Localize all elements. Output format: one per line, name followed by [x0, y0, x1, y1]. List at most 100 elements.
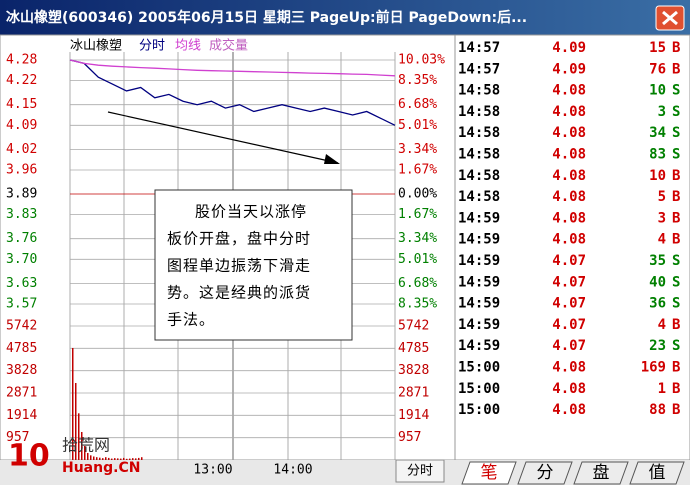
volume-bar — [99, 457, 101, 460]
volume-bar — [120, 458, 122, 460]
pct-label: 3.34% — [398, 142, 437, 157]
trade-volume: 169 — [641, 360, 666, 376]
tab[interactable] — [573, 461, 629, 485]
volume-tick-label-right: 3828 — [398, 363, 429, 378]
tab-label: 分 — [537, 463, 554, 483]
tab-label: 盘 — [593, 463, 610, 483]
y-tick-label: 3.89 — [6, 187, 37, 202]
legend-entry: 均线 — [175, 39, 201, 54]
trade-volume: 88 — [649, 402, 666, 418]
pct-label: 8.35% — [398, 297, 437, 312]
annotation-line: 股价当天以涨停 — [195, 203, 307, 221]
trade-panel — [454, 34, 690, 461]
trade-time: 14:59 — [458, 274, 500, 290]
trade-volume: 5 — [658, 189, 666, 205]
volume-tick-label-right: 5742 — [398, 319, 429, 334]
y-tick-label: 3.76 — [6, 231, 37, 246]
trade-price: 4.07 — [552, 253, 586, 269]
tab[interactable] — [517, 461, 573, 485]
mode-button-label: 分时 — [407, 464, 433, 479]
arrow-head — [324, 154, 340, 164]
pct-label: 1.67% — [398, 162, 437, 177]
trade-price: 4.08 — [552, 232, 586, 248]
trade-time: 14:58 — [458, 189, 500, 205]
annotation-line: 手法。 — [167, 311, 215, 329]
y-tick-label: 3.57 — [6, 297, 37, 312]
trade-price: 4.07 — [552, 317, 586, 333]
trade-price: 4.08 — [552, 402, 586, 418]
price-line — [69, 59, 396, 77]
trade-price: 4.07 — [552, 338, 586, 354]
watermark-name: 拾荒网 — [62, 436, 110, 455]
y-tick-label: 3.63 — [6, 276, 37, 291]
trade-price: 4.09 — [552, 40, 586, 56]
tabs: 笔 分 盘 值 10 拾荒网 Huang.CN — [8, 436, 685, 485]
close-icon — [662, 10, 678, 26]
trade-side: S — [672, 296, 680, 312]
legend-entry: 分时 — [139, 39, 165, 54]
pct-label: 5.01% — [398, 118, 437, 133]
trade-time: 14:59 — [458, 253, 500, 269]
tab[interactable] — [461, 461, 517, 485]
y-tick-label: 3.96 — [6, 162, 37, 177]
watermark-logo: 10 — [8, 439, 50, 474]
trade-price: 4.09 — [552, 61, 586, 77]
trade-side: B — [672, 232, 680, 248]
volume-bar — [75, 382, 77, 460]
trade-price: 4.08 — [552, 83, 586, 99]
volume-bar — [102, 458, 104, 460]
volume-bar — [126, 458, 128, 460]
y-tick-label: 4.15 — [6, 97, 37, 112]
volume-tick-label-right: 2871 — [398, 386, 429, 401]
trade-time: 14:58 — [458, 104, 500, 120]
annotation-line: 势。这是经典的派货 — [167, 284, 311, 302]
trade-time: 14:59 — [458, 210, 500, 226]
trade-price: 4.08 — [552, 125, 586, 141]
y-tick-label: 4.22 — [6, 73, 37, 88]
trade-price: 4.07 — [552, 296, 586, 312]
trade-side: B — [672, 168, 680, 184]
volume-bar — [72, 347, 74, 460]
trade-side: B — [672, 210, 680, 226]
volume-bar — [132, 458, 134, 460]
tab[interactable] — [629, 461, 685, 485]
annotation-line: 板价开盘，盘中分时 — [167, 230, 311, 248]
axis-labels: 4.28 10.03% 4.22 8.35% 4.15 6.68% 4.09 5.01% 4.0… — [6, 53, 445, 483]
y-tick-label: 4.09 — [6, 118, 37, 133]
tab-label: 笔 — [481, 463, 498, 483]
volume-bar — [108, 457, 110, 460]
annotation-box — [154, 189, 353, 341]
volume-tick-label-right: 957 — [398, 430, 421, 445]
pct-label: 10.03% — [398, 53, 445, 68]
mode-button[interactable] — [395, 459, 445, 483]
trade-volume: 10 — [649, 83, 666, 99]
trade-time: 14:58 — [458, 147, 500, 163]
pct-label: 5.01% — [398, 252, 437, 267]
volume-tick-label: 957 — [6, 430, 29, 445]
trade-time: 14:59 — [458, 232, 500, 248]
tab-label: 值 — [649, 463, 666, 483]
legend: 冰山橡塑 分时 均线 成交量股价当天以涨停板价开盘，盘中分时图程单边振荡下滑走势。这是… — [70, 38, 311, 329]
trade-volume: 23 — [649, 338, 666, 354]
trade-volume: 10 — [649, 168, 666, 184]
volume-tick-label-right: 1914 — [398, 408, 429, 423]
volume-tick-label-right: 4785 — [398, 341, 429, 356]
trade-volume: 15 — [649, 40, 666, 56]
trade-side: S — [672, 274, 680, 290]
volume-bar — [87, 452, 89, 460]
time-label: 13:00 — [193, 463, 232, 478]
trade-price: 4.08 — [552, 104, 586, 120]
volume-bar — [96, 457, 98, 460]
y-tick-label: 3.83 — [6, 207, 37, 222]
y-tick-label: 4.28 — [6, 53, 37, 68]
legend-entry: 成交量 — [209, 38, 248, 54]
trade-side: B — [672, 40, 680, 56]
y-tick-label: 3.70 — [6, 252, 37, 267]
watermark-site: Huang.CN — [62, 460, 140, 476]
trade-time: 14:58 — [458, 125, 500, 141]
trade-time: 14:59 — [458, 296, 500, 312]
pct-label: 8.35% — [398, 73, 437, 88]
volume-bar — [135, 458, 137, 460]
trade-volume: 4 — [658, 232, 666, 248]
trend-arrow — [107, 111, 339, 164]
